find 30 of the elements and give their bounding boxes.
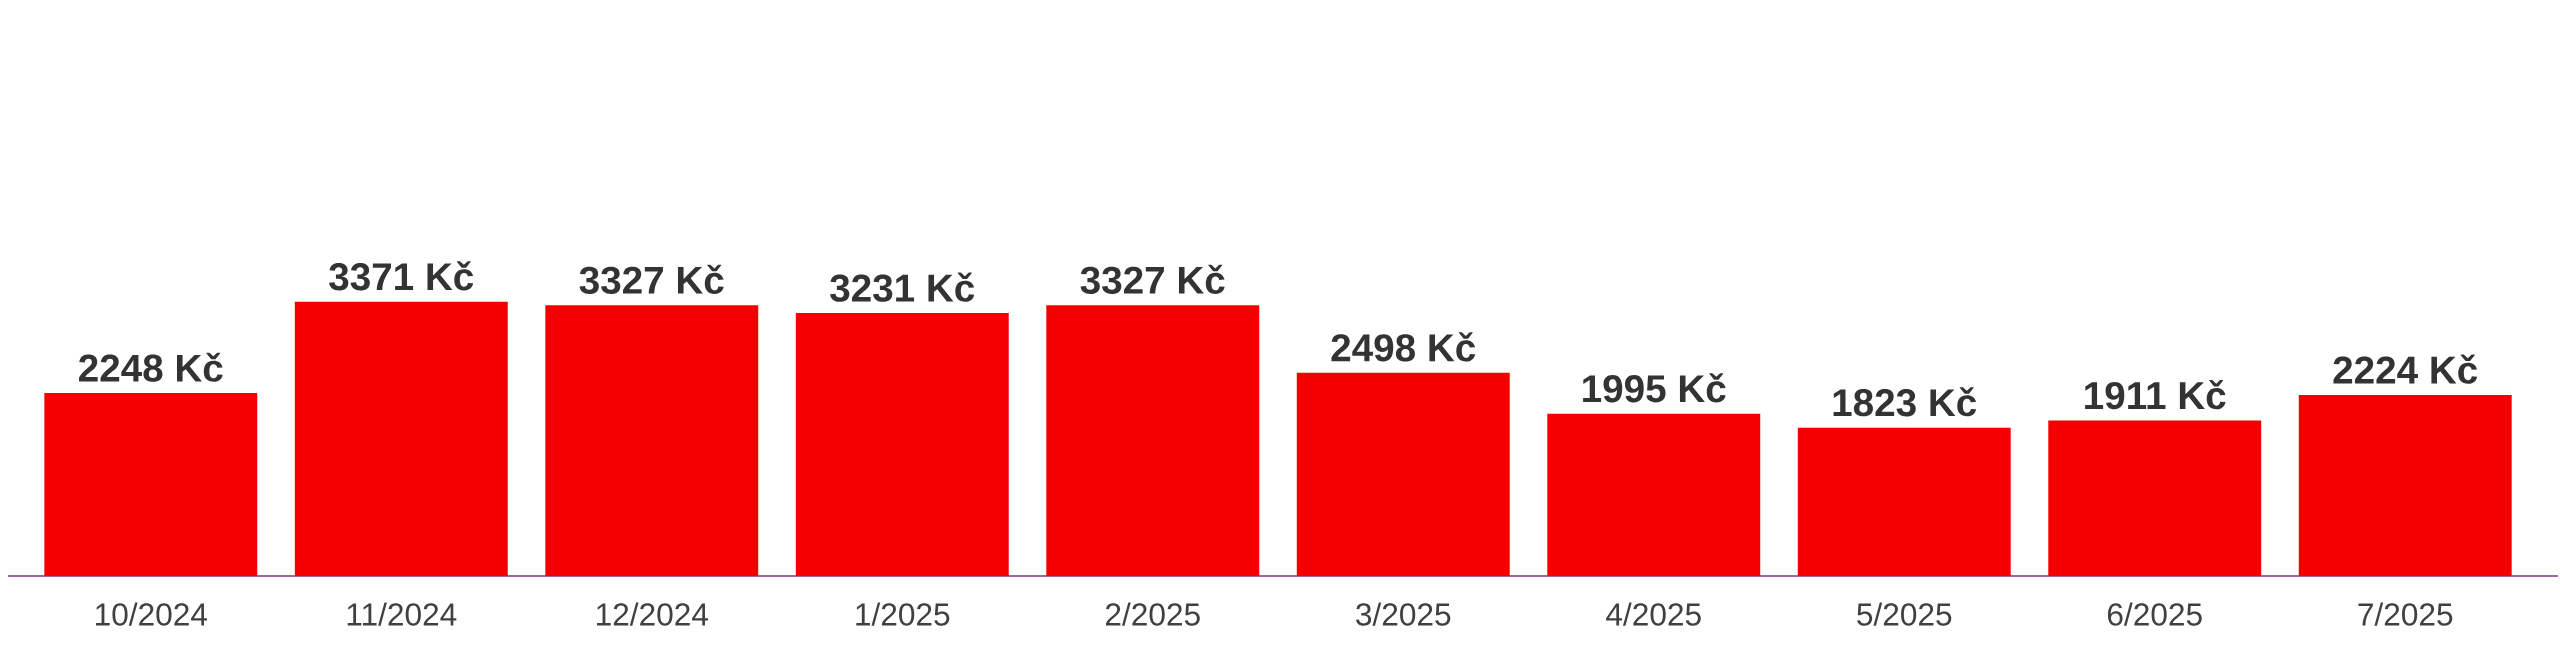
bar (2048, 420, 2262, 576)
data-label: 1911 Kč (2085, 380, 2226, 410)
bar (1547, 413, 1761, 576)
x-tick-label: 5/2025 (1857, 602, 1952, 626)
data-label: 3327 Kč (579, 264, 724, 295)
data-label: 2248 Kč (79, 352, 223, 382)
bar (44, 393, 258, 576)
data-label: 2224 Kč (2333, 354, 2478, 384)
x-tick-label: 10/2024 (96, 602, 207, 626)
x-tick-label: 3/2025 (1356, 602, 1451, 626)
x-tick-label: 4/2025 (1606, 602, 1701, 626)
data-label: 1995 Kč (1583, 373, 1726, 403)
x-tick-label: 11/2024 (347, 602, 457, 626)
data-label: 1823 Kč (1833, 387, 1977, 417)
data-label: 3231 Kč (830, 272, 975, 302)
x-tick-label: 2/2025 (1106, 602, 1200, 626)
bar (795, 313, 1009, 576)
data-label: 2498 Kč (1331, 332, 1476, 362)
bar (1797, 427, 2011, 576)
bar (545, 305, 759, 576)
bar (2298, 395, 2512, 576)
bar (1296, 372, 1510, 576)
x-tick-label: 12/2024 (597, 602, 708, 626)
data-label: 3327 Kč (1080, 264, 1225, 295)
x-tick-label: 7/2025 (2358, 602, 2453, 626)
bar (294, 301, 508, 576)
x-tick-label: 1/2025 (856, 602, 950, 626)
data-label: 3371 Kč (329, 261, 474, 291)
bar (1046, 305, 1260, 576)
x-tick-label: 6/2025 (2107, 602, 2202, 626)
